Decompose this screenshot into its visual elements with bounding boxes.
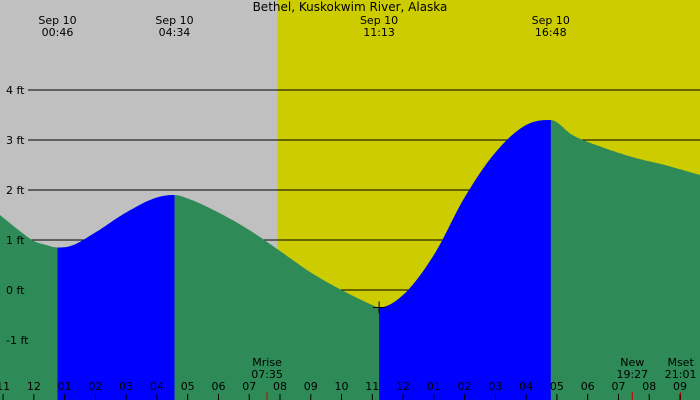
x-tick-label: 11 — [0, 380, 10, 393]
moon-event-label: Mrise — [252, 356, 282, 369]
tide-event-date: Sep 10 — [38, 14, 76, 27]
chart-title: Bethel, Kuskokwim River, Alaska — [253, 0, 448, 14]
x-tick-label: 08 — [642, 380, 656, 393]
y-tick-label: 2 ft — [6, 184, 25, 197]
tide-event-time: 16:48 — [535, 26, 567, 39]
x-tick-label: 08 — [273, 380, 287, 393]
tide-event-time: 00:46 — [42, 26, 74, 39]
y-tick-label: 1 ft — [6, 234, 25, 247]
y-tick-label: 0 ft — [6, 284, 25, 297]
x-axis: 11 12 01 02 03 04 05 06 07 08 09 10 11 12 01 02 03 04 05 06… — [0, 380, 687, 400]
rising-tide-areas — [57, 120, 551, 400]
x-tick-label: 07 — [242, 380, 256, 393]
x-tick-label: 09 — [304, 380, 318, 393]
moon-event-time: 21:01 — [665, 368, 697, 381]
tide-event-time: 04:34 — [159, 26, 191, 39]
x-tick-label: 04 — [150, 380, 164, 393]
x-tick-label: 07 — [611, 380, 625, 393]
rising-tide-area — [379, 120, 551, 400]
y-tick-label: -1 ft — [6, 334, 29, 347]
moon-event-time: 19:27 — [616, 368, 648, 381]
x-tick-label: 04 — [519, 380, 533, 393]
tide-event-date: Sep 10 — [360, 14, 398, 27]
x-tick-label: 10 — [335, 380, 349, 393]
rising-tide-area — [57, 195, 175, 400]
x-tick-label: 06 — [211, 380, 225, 393]
moon-event-label: New — [620, 356, 644, 369]
x-tick-label: 05 — [181, 380, 195, 393]
x-tick-label: 03 — [488, 380, 502, 393]
x-tick-label: 02 — [458, 380, 472, 393]
x-tick-label: 12 — [27, 380, 41, 393]
tide-event-time: 11:13 — [363, 26, 395, 39]
x-tick-label: 11 — [365, 380, 379, 393]
x-tick-label: 05 — [550, 380, 564, 393]
y-tick-label: 3 ft — [6, 134, 25, 147]
x-tick-label: 06 — [581, 380, 595, 393]
x-tick-label: 03 — [119, 380, 133, 393]
y-axis-labels: 4 ft 3 ft 2 ft 1 ft 0 ft -1 ft — [6, 84, 29, 347]
tide-event-date: Sep 10 — [532, 14, 570, 27]
x-tick-label: 01 — [427, 380, 441, 393]
tide-event-date: Sep 10 — [155, 14, 193, 27]
y-tick-label: 4 ft — [6, 84, 25, 97]
x-tick-label: 09 — [673, 380, 687, 393]
moon-event-label: Mset — [667, 356, 694, 369]
moon-event-time: 07:35 — [251, 368, 283, 381]
x-tick-label: 01 — [58, 380, 72, 393]
x-tick-label: 12 — [396, 380, 410, 393]
x-tick-label: 02 — [88, 380, 102, 393]
